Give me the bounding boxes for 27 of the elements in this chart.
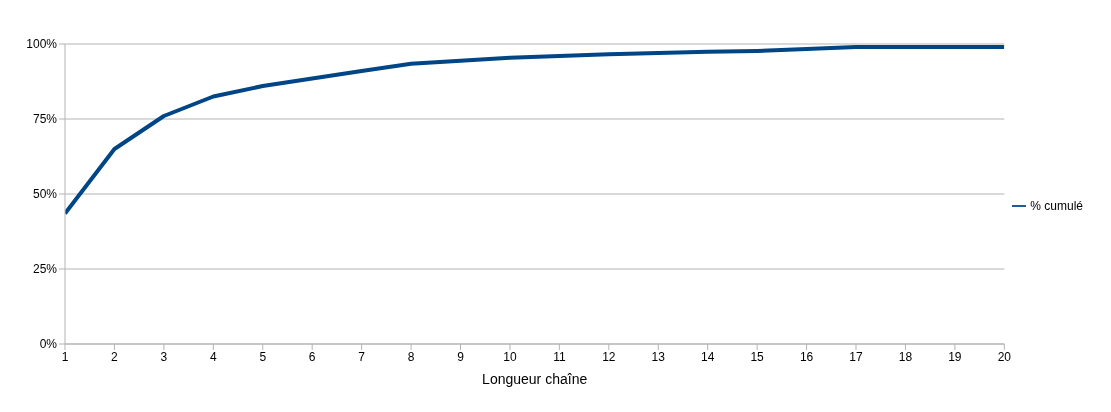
x-tick-label: 1 <box>61 349 69 364</box>
x-tick-label: 10 <box>503 349 517 364</box>
x-tick-label: 4 <box>209 349 217 364</box>
x-tick-label: 15 <box>750 349 765 364</box>
x-tick-label: 11 <box>553 349 566 364</box>
x-axis-title: Longueur chaîne <box>482 371 588 387</box>
legend-label: % cumulé <box>1030 198 1083 213</box>
y-tick-label: 75% <box>32 112 58 127</box>
x-tick-label: 18 <box>898 349 913 364</box>
x-tick-label: 8 <box>407 349 415 364</box>
x-tick-label: 20 <box>997 349 1012 364</box>
x-tick-label: 3 <box>160 349 168 364</box>
x-tick-label: 17 <box>849 349 863 364</box>
x-tick-label: 7 <box>358 349 366 364</box>
x-tick-label: 12 <box>602 349 616 364</box>
x-tick-label: 5 <box>259 349 267 364</box>
x-tick-label: 19 <box>948 349 962 364</box>
y-tick-label: 50% <box>32 187 58 202</box>
y-tick-label: 0% <box>39 337 58 352</box>
y-tick-label: 25% <box>32 262 58 277</box>
x-tick-label: 9 <box>457 349 465 364</box>
y-tick-label: 100% <box>26 37 58 52</box>
x-tick-label: 14 <box>701 349 715 364</box>
x-tick-label: 16 <box>799 349 814 364</box>
x-tick-label: 13 <box>651 349 666 364</box>
x-tick-label: 2 <box>111 349 119 364</box>
x-tick-label: 6 <box>308 349 316 364</box>
